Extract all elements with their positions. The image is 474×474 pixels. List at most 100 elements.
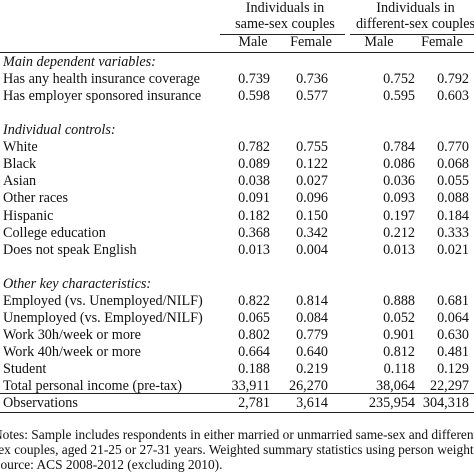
cell-male-same-sex: 0.368 [238,224,270,241]
cell-male-different-sex: 0.595 [383,88,415,105]
row-label: Work 30h/week or more [3,326,141,343]
table-row: Work 30h/week or more 0.802 0.779 0.901 0.63… [0,327,474,344]
cell-male-different-sex: 38,064 [375,377,415,394]
table-row: Does not speak English 0.013 0.004 0.013 0.0… [0,242,474,259]
row-label: Has any health insurance coverage [3,71,200,87]
bottom-rule [0,412,474,413]
section-label: Main dependent variables: [3,54,156,70]
section-header-row: Main dependent variables: [0,54,474,71]
cell-male-different-sex: 0.901 [383,326,415,343]
row-label: Work 40h/week or more [3,343,141,360]
table-row: Employed (vs. Unemployed/NILF) 0.822 0.814… [0,293,474,310]
cell-female-different-sex: 0.681 [437,292,469,309]
cell-male-same-sex: 33,911 [231,377,271,394]
table-row: Work 40h/week or more 0.664 0.640 0.812 0.48… [0,344,474,361]
cell-female-same-sex: 26,270 [288,377,328,394]
cell-male-same-sex: 0.182 [238,207,270,224]
cell-female-different-sex: 304,318 [422,395,469,411]
cell-female-different-sex: 0.630 [437,326,469,343]
group-header-same-sex: Individuals in same-sex couples [215,0,355,32]
group-header-different-sex-line-1: Individuals in [376,0,455,16]
cell-male-different-sex: 0.118 [383,360,415,377]
cell-male-same-sex: 0.188 [238,360,270,377]
cell-female-different-sex: 0.184 [437,207,469,224]
spacer-row [0,259,474,276]
table-row: Has employer sponsored insurance 0.598 0.5… [0,88,474,105]
table-row: Black 0.089 0.122 0.086 0.068 [0,156,474,173]
table-row: White 0.782 0.755 0.784 0.770 [0,139,474,156]
table-row: Other races 0.091 0.096 0.093 0.088 [0,190,474,207]
row-label: Black [3,156,37,173]
cell-male-different-sex: 0.888 [383,292,415,309]
table-row: Total personal income (pre-tax) 33,911 26,… [0,378,474,395]
cell-female-same-sex: 0.219 [296,360,328,377]
group-header-underline-same-sex [220,34,345,35]
cell-male-different-sex: 0.784 [383,139,415,156]
row-label: Observations [3,395,78,411]
cell-male-different-sex: 235,954 [368,395,415,411]
table-row: Has any health insurance coverage 0.739 0.… [0,71,474,88]
cell-male-same-sex: 0.598 [238,88,270,105]
row-label: Other races [3,190,68,207]
cell-female-same-sex: 0.027 [296,173,328,190]
cell-female-different-sex: 0.792 [437,71,469,87]
cell-male-different-sex: 0.052 [383,309,415,326]
cell-female-different-sex: 0.064 [437,309,469,326]
cell-female-same-sex: 0.779 [296,326,328,343]
cell-female-different-sex: 0.770 [437,139,469,156]
cell-female-same-sex: 0.755 [296,139,328,156]
table-row: College education 0.368 0.342 0.212 0.333 [0,225,474,242]
cell-male-different-sex: 0.197 [383,207,415,224]
cell-female-different-sex: 0.021 [437,241,469,258]
income-rule [0,393,474,394]
cell-female-different-sex: 0.129 [437,360,469,377]
column-subheader-row: Male Female Male Female [0,34,474,51]
cell-male-different-sex: 0.752 [383,71,415,87]
cell-female-different-sex: 0.088 [437,190,469,207]
subheader-female-different-sex: Female [421,34,463,50]
cell-male-different-sex: 0.093 [383,190,415,207]
row-label: Has employer sponsored insurance [3,88,202,105]
cell-female-same-sex: 0.096 [296,190,328,207]
cell-female-different-sex: 0.068 [437,156,469,173]
row-label: Asian [3,173,37,190]
cell-male-same-sex: 0.782 [238,139,270,156]
row-label: Does not speak English [3,241,137,258]
row-label: Total personal income (pre-tax) [3,377,183,394]
cell-female-same-sex: 0.084 [296,309,328,326]
group-header-same-sex-line-1: Individuals in [245,0,325,16]
cell-male-same-sex: 0.013 [238,241,270,258]
cell-male-same-sex: 2,781 [238,395,270,411]
table-notes: Notes: Sample includes respondents in ei… [0,427,474,473]
cell-female-same-sex: 0.122 [296,156,328,173]
cell-male-same-sex: 0.739 [238,71,270,87]
table-row: Unemployed (vs. Employed/NILF) 0.065 0.084… [0,310,474,327]
cell-male-different-sex: 0.086 [383,156,415,173]
row-label: Student [3,360,47,377]
cell-female-different-sex: 0.333 [437,224,469,241]
row-label: Hispanic [3,207,54,224]
row-label: Unemployed (vs. Employed/NILF) [3,309,203,326]
table-row: Asian 0.038 0.027 0.036 0.055 [0,173,474,190]
cell-male-same-sex: 0.089 [238,156,270,173]
subheader-male-same-sex: Male [238,34,268,50]
cell-female-same-sex: 0.004 [296,241,328,258]
cell-male-same-sex: 0.802 [238,326,270,343]
cell-female-different-sex: 0.481 [437,343,469,360]
group-header-different-sex: Individuals in different-sex couples [338,0,474,32]
table-row: Hispanic 0.182 0.150 0.197 0.184 [0,208,474,225]
table-row: Student 0.188 0.219 0.118 0.129 [0,361,474,378]
section-label: Individual controls: [3,122,116,139]
group-header-same-sex-line-2: same-sex couples [235,16,335,32]
header-rule [0,52,474,53]
cell-female-different-sex: 0.055 [437,173,469,190]
notes-line-3: Source: ACS 2008-2012 (excluding 2010). [0,457,223,473]
row-label: Employed (vs. Unemployed/NILF) [3,292,203,309]
cell-male-same-sex: 0.822 [238,292,270,309]
cell-male-same-sex: 0.664 [238,343,270,360]
cell-female-same-sex: 0.736 [296,71,328,87]
notes-line-1: Notes: Sample includes respondents in ei… [0,427,474,442]
cell-female-different-sex: 22,297 [429,377,469,394]
cell-female-same-sex: 3,614 [296,395,328,411]
